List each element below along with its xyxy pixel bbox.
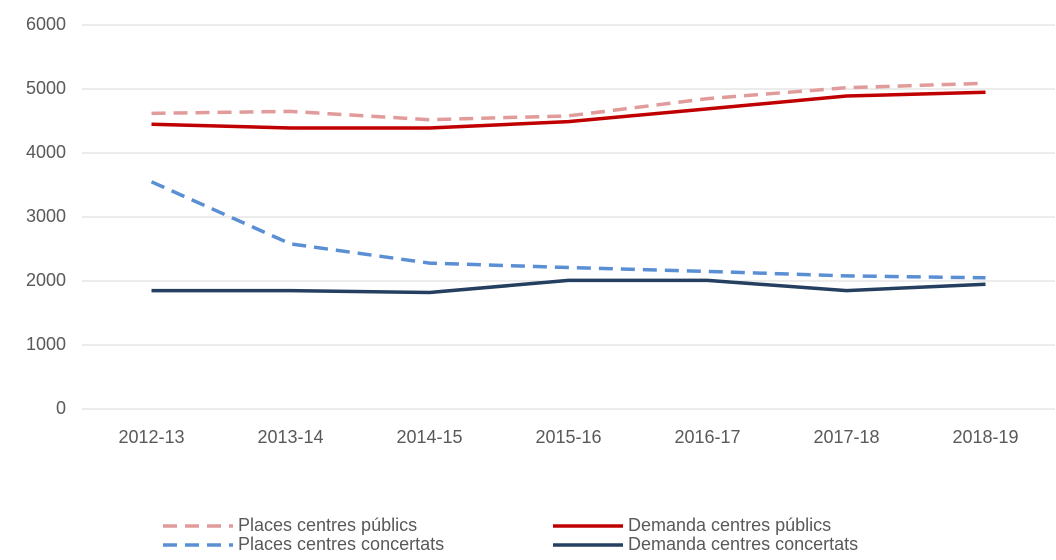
- y-tick-label: 4000: [26, 142, 66, 162]
- series-line: [150, 180, 986, 280]
- x-tick-label: 2012-13: [118, 427, 184, 447]
- legend-label: Demanda centres públics: [628, 515, 831, 535]
- x-tick-label: 2015-16: [535, 427, 601, 447]
- y-tick-label: 2000: [26, 270, 66, 290]
- series-line: [151, 278, 986, 295]
- legend-label: Demanda centres concertats: [628, 534, 858, 554]
- y-tick-label: 3000: [26, 206, 66, 226]
- y-tick-label: 6000: [26, 14, 66, 34]
- x-tick-label: 2018-19: [952, 427, 1018, 447]
- x-tick-label: 2016-17: [674, 427, 740, 447]
- y-tick-label: 0: [56, 398, 66, 418]
- x-tick-label: 2014-15: [396, 427, 462, 447]
- legend-label: Places centres concertats: [238, 534, 444, 554]
- x-tick-label: 2017-18: [813, 427, 879, 447]
- legend-label: Places centres públics: [238, 515, 417, 535]
- y-tick-label: 5000: [26, 78, 66, 98]
- series-line: [151, 81, 986, 122]
- series-line: [151, 90, 986, 130]
- y-tick-label: 1000: [26, 334, 66, 354]
- x-tick-label: 2013-14: [257, 427, 323, 447]
